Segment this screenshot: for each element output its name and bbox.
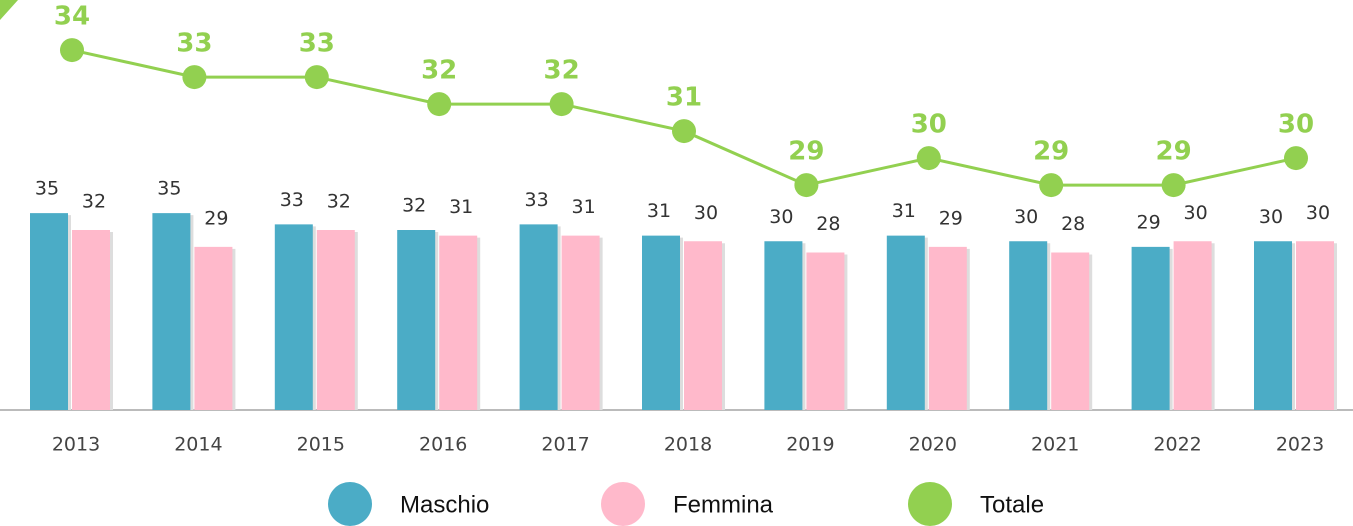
bar xyxy=(928,246,967,410)
value-label: 30 xyxy=(1259,206,1283,228)
value-label: 33 xyxy=(176,29,212,59)
x-tick-label: 2014 xyxy=(174,434,222,456)
value-label: 30 xyxy=(1184,202,1208,224)
value-label: 32 xyxy=(544,56,580,86)
value-label: 31 xyxy=(647,200,671,222)
x-tick-label: 2018 xyxy=(664,434,712,456)
x-tick-label: 2015 xyxy=(297,434,345,456)
legend-swatch xyxy=(601,482,645,526)
value-label: 31 xyxy=(449,196,473,218)
bar xyxy=(1009,241,1048,410)
bar xyxy=(1051,252,1090,410)
value-label: 29 xyxy=(939,207,963,229)
value-label: 29 xyxy=(788,137,824,167)
bar xyxy=(806,252,845,410)
legend-label: Femmina xyxy=(673,491,774,518)
x-tick-label: 2022 xyxy=(1153,434,1201,456)
x-tick-label: 2020 xyxy=(909,434,957,456)
value-label: 32 xyxy=(421,56,457,86)
bar xyxy=(194,246,233,410)
value-label: 29 xyxy=(1137,211,1161,233)
bar xyxy=(1131,246,1170,410)
bar xyxy=(152,213,191,410)
value-label: 32 xyxy=(82,191,106,213)
bar xyxy=(1296,241,1334,410)
value-label: 33 xyxy=(525,189,549,211)
line-point xyxy=(794,173,819,198)
x-tick-label: 2019 xyxy=(786,434,834,456)
bar xyxy=(764,241,803,410)
bar xyxy=(886,235,925,410)
bar xyxy=(439,235,478,410)
value-label: 31 xyxy=(572,196,596,218)
value-label: 30 xyxy=(1014,206,1038,228)
line-point xyxy=(304,65,329,90)
x-tick-label: 2016 xyxy=(419,434,467,456)
bar xyxy=(274,224,313,410)
value-label: 30 xyxy=(1278,110,1314,140)
line-point xyxy=(672,119,696,144)
value-label: 28 xyxy=(816,213,840,235)
line xyxy=(71,48,1297,187)
value-label: 31 xyxy=(666,83,702,113)
value-label: 30 xyxy=(1306,202,1330,224)
line-point xyxy=(1284,146,1308,171)
value-label: 30 xyxy=(769,206,793,228)
bar xyxy=(1254,241,1292,410)
legend-swatch xyxy=(328,482,372,526)
bar xyxy=(684,241,722,410)
bar xyxy=(519,224,558,410)
x-tick-label: 2023 xyxy=(1276,434,1324,456)
bar xyxy=(72,230,110,410)
x-tick-label: 2013 xyxy=(52,434,100,456)
corner-decoration xyxy=(0,0,18,20)
bar xyxy=(561,235,600,410)
value-label: 28 xyxy=(1061,213,1085,235)
line-point xyxy=(1161,173,1186,198)
value-label: 29 xyxy=(1033,137,1069,167)
value-label: 29 xyxy=(1156,137,1192,167)
value-label: 32 xyxy=(402,195,426,217)
line-point xyxy=(916,146,941,171)
value-label: 33 xyxy=(299,29,335,59)
line-point xyxy=(60,38,84,63)
bar xyxy=(642,235,680,410)
value-label: 31 xyxy=(892,200,916,222)
bar xyxy=(397,230,436,410)
value-label: 30 xyxy=(911,110,947,140)
value-label: 34 xyxy=(54,2,90,32)
legend-swatch xyxy=(908,482,952,526)
value-label: 32 xyxy=(327,191,351,213)
value-label: 35 xyxy=(35,178,59,200)
x-tick-label: 2021 xyxy=(1031,434,1079,456)
legend-label: Maschio xyxy=(400,491,489,518)
line-point xyxy=(427,92,452,117)
value-label: 35 xyxy=(157,178,181,200)
value-label: 29 xyxy=(204,207,228,229)
bar xyxy=(1173,241,1212,410)
legend-label: Totale xyxy=(980,491,1044,518)
x-tick-label: 2017 xyxy=(541,434,589,456)
line-point xyxy=(549,92,574,117)
line-point xyxy=(1039,173,1064,198)
line-point xyxy=(182,65,207,90)
bar xyxy=(30,213,68,410)
value-label: 30 xyxy=(694,202,718,224)
value-label: 33 xyxy=(280,189,304,211)
bar xyxy=(316,230,355,410)
